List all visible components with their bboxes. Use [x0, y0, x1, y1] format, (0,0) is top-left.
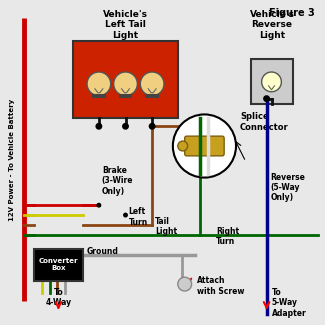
FancyBboxPatch shape: [185, 136, 224, 156]
Circle shape: [178, 277, 192, 291]
Text: Vehicle's
Left Tail
Light: Vehicle's Left Tail Light: [103, 10, 148, 40]
Circle shape: [262, 72, 281, 92]
Circle shape: [173, 114, 236, 177]
Circle shape: [178, 141, 188, 151]
Circle shape: [96, 123, 102, 130]
FancyBboxPatch shape: [251, 59, 293, 104]
Text: Right
Turn: Right Turn: [216, 227, 240, 246]
Circle shape: [263, 95, 270, 102]
Circle shape: [87, 72, 111, 96]
Circle shape: [114, 72, 137, 96]
Text: Figure 3: Figure 3: [269, 8, 315, 18]
Text: Brake
(3-Wire
Only): Brake (3-Wire Only): [102, 166, 133, 196]
Circle shape: [97, 203, 101, 208]
Text: Left
Turn: Left Turn: [128, 207, 148, 227]
Text: To
5-Way
Adapter: To 5-Way Adapter: [271, 288, 306, 318]
Text: Attach
with Screw: Attach with Screw: [197, 276, 244, 296]
Text: 12V Power - To Vehicle Battery: 12V Power - To Vehicle Battery: [9, 99, 15, 221]
Text: Reverse
(5-Way
Only): Reverse (5-Way Only): [270, 173, 306, 202]
Circle shape: [140, 72, 164, 96]
Text: Vehicle's
Reverse
Light: Vehicle's Reverse Light: [250, 10, 294, 40]
FancyBboxPatch shape: [34, 249, 83, 281]
Circle shape: [122, 123, 129, 130]
Circle shape: [149, 123, 156, 130]
Text: To
4-Way: To 4-Way: [46, 288, 72, 307]
Text: Tail
Light: Tail Light: [155, 217, 177, 236]
Circle shape: [123, 213, 128, 217]
Text: Ground: Ground: [87, 247, 119, 256]
Text: Splice
Connector: Splice Connector: [240, 112, 289, 132]
Text: Converter
Box: Converter Box: [39, 258, 78, 271]
FancyBboxPatch shape: [73, 41, 178, 118]
